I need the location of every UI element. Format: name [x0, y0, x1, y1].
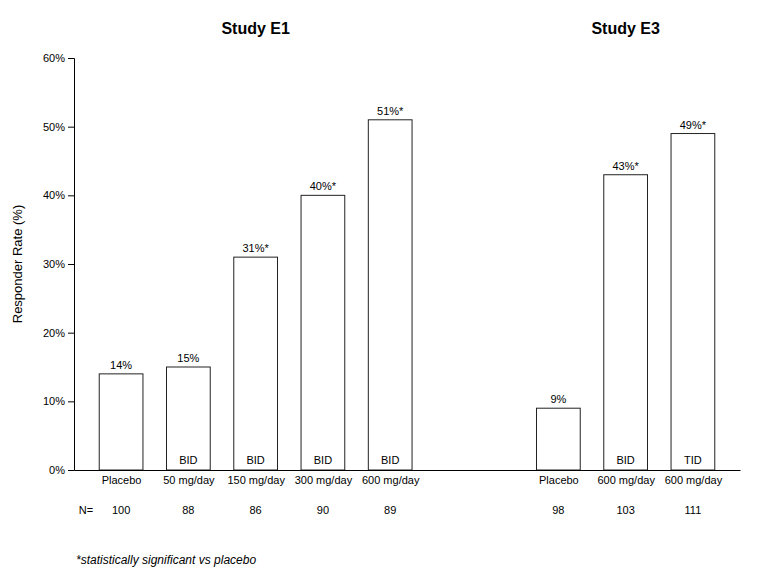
n-value: 111: [685, 504, 702, 516]
x-tick: 600 mg/day: [665, 474, 723, 486]
y-tick-mark: [68, 333, 74, 334]
group-title: Study E3: [591, 20, 660, 37]
y-tick-mark: [68, 401, 74, 402]
sublabels: BID BID BID BID BID TID: [179, 454, 702, 466]
n-value: 88: [182, 504, 194, 516]
data-label: 49%*: [680, 119, 707, 131]
bar: [234, 257, 278, 470]
bar: [167, 367, 211, 470]
x-axis: Placebo 50 mg/day 150 mg/day 300 mg/day 600 …: [75, 471, 741, 486]
y-tick-label: 50%: [43, 121, 65, 133]
sublabel: BID: [179, 454, 197, 466]
group-titles: Study E1 Study E3: [221, 20, 660, 37]
y-tick-mark: [68, 470, 74, 471]
data-labels: 14% 15% 31%* 40%* 51%* 9% 43%* 49%*: [110, 105, 707, 405]
x-tick-label: 50 mg/day: [163, 474, 215, 486]
n-value: 89: [384, 504, 396, 516]
y-tick-mark: [68, 195, 74, 196]
x-axis-line: [75, 470, 741, 471]
bars: [99, 120, 715, 470]
y-axis-title: Responder Rate (%): [10, 205, 25, 324]
n-value: 103: [616, 504, 634, 516]
y-tick: 60%: [43, 52, 74, 64]
x-tick-label: 600 mg/day: [665, 474, 723, 486]
y-tick: 50%: [43, 121, 74, 133]
plot: 0% 10% 20% 30% 40% 50% 60% Placebo 50 mg/day 150 …: [10, 20, 741, 516]
bar: [604, 175, 648, 470]
n-value: 98: [552, 504, 564, 516]
bar: [537, 408, 581, 470]
x-tick: Placebo: [102, 474, 142, 486]
x-tick: 50 mg/day: [163, 474, 215, 486]
x-tick-label: 300 mg/day: [295, 474, 353, 486]
x-tick: 300 mg/day: [295, 474, 353, 486]
x-tick-label: 600 mg/day: [362, 474, 420, 486]
y-tick: 0%: [49, 464, 74, 476]
data-label: 43%*: [612, 160, 639, 172]
y-tick-mark: [68, 127, 74, 128]
group-title: Study E1: [221, 20, 290, 37]
n-label: N=: [79, 504, 93, 516]
y-tick-label: 10%: [43, 395, 65, 407]
n-value: 100: [112, 504, 130, 516]
n-row: 100 88 86 90 89 98 103 111 N=: [79, 504, 702, 516]
sublabel: BID: [314, 454, 332, 466]
x-tick-label: 600 mg/day: [597, 474, 655, 486]
y-tick: 40%: [43, 189, 74, 201]
x-tick: 600 mg/day: [597, 474, 655, 486]
chart: 0% 10% 20% 30% 40% 50% 60% Placebo 50 mg/day 150 …: [0, 0, 762, 574]
footnote: *statistically significant vs placebo: [76, 553, 256, 567]
y-axis-line: [68, 59, 75, 471]
y-tick-label: 20%: [43, 327, 65, 339]
y-tick: 10%: [43, 395, 74, 407]
sublabel: BID: [381, 454, 399, 466]
y-axis: 0% 10% 20% 30% 40% 50% 60%: [43, 52, 75, 476]
data-label: 9%: [550, 393, 566, 405]
data-label: 14%: [110, 359, 132, 371]
bar: [301, 195, 345, 470]
y-tick: 20%: [43, 327, 74, 339]
data-label: 51%*: [377, 105, 404, 117]
bar: [368, 120, 412, 470]
y-tick-mark: [68, 58, 74, 59]
x-tick: 150 mg/day: [227, 474, 285, 486]
y-tick-label: 30%: [43, 258, 65, 270]
x-tick-label: Placebo: [102, 474, 142, 486]
n-value: 86: [250, 504, 262, 516]
data-label: 40%*: [310, 180, 337, 192]
x-tick-label: 150 mg/day: [227, 474, 285, 486]
sublabel: TID: [684, 454, 702, 466]
x-tick: Placebo: [539, 474, 579, 486]
x-tick-label: Placebo: [539, 474, 579, 486]
y-tick: 30%: [43, 258, 74, 270]
bar: [671, 134, 715, 470]
y-tick-label: 0%: [49, 464, 65, 476]
y-tick-label: 60%: [43, 52, 65, 64]
n-value: 90: [317, 504, 329, 516]
bar: [99, 374, 143, 470]
sublabel: BID: [616, 454, 634, 466]
y-tick-label: 40%: [43, 189, 65, 201]
data-label: 31%*: [242, 242, 269, 254]
y-tick-mark: [68, 264, 74, 265]
data-label: 15%: [177, 352, 199, 364]
x-tick: 600 mg/day: [362, 474, 420, 486]
sublabel: BID: [246, 454, 264, 466]
